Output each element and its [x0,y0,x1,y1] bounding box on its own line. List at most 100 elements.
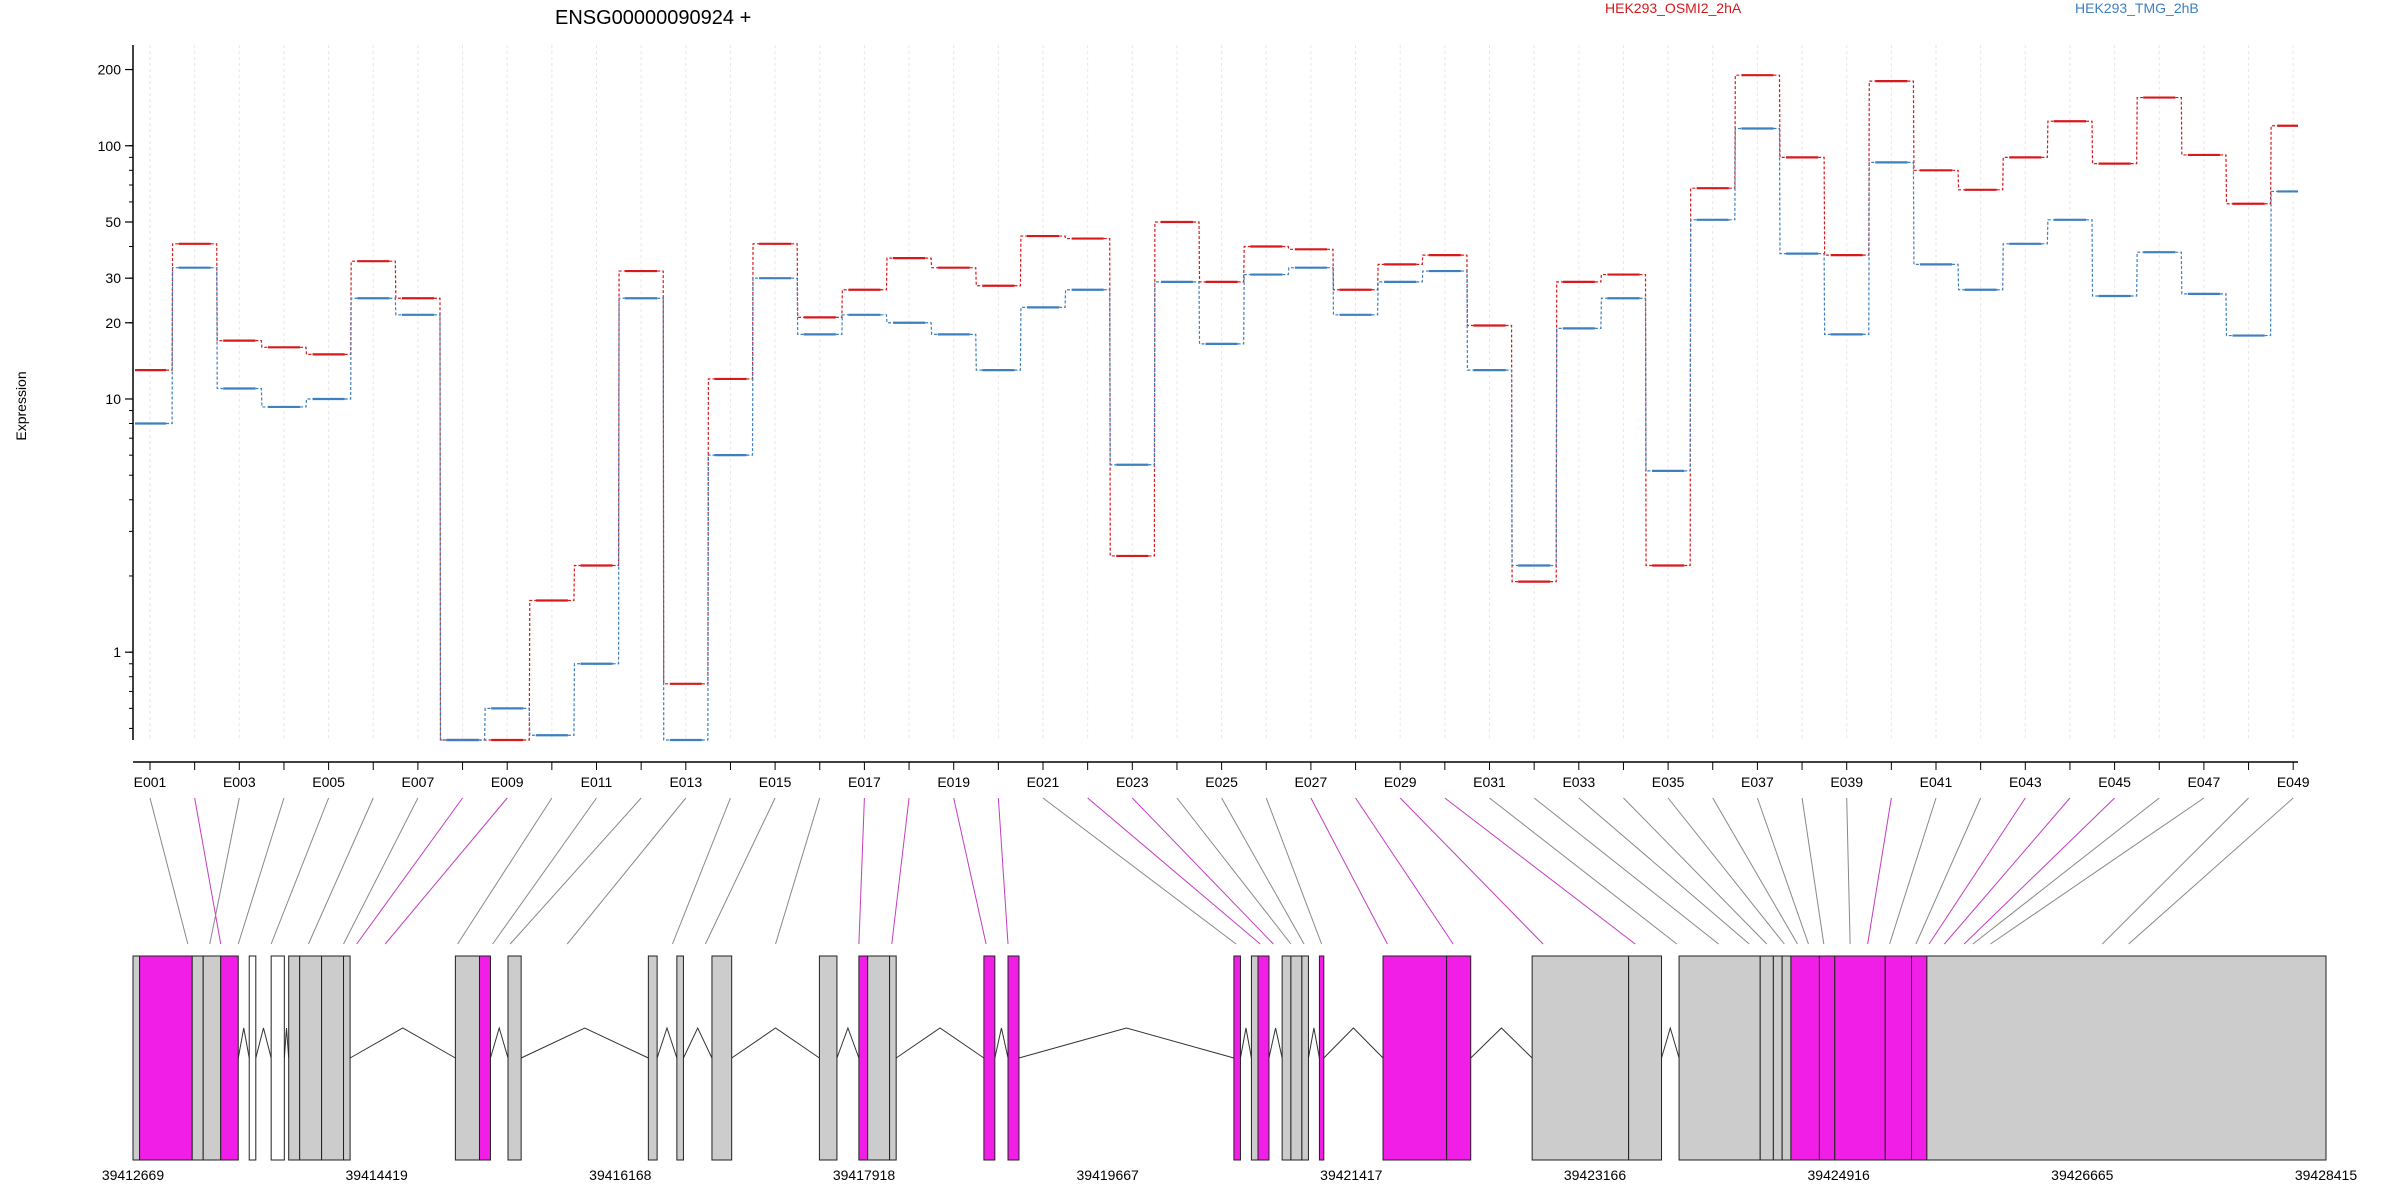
exon-block [867,955,891,1161]
intron [1268,1027,1283,1059]
exon-connector [1667,797,1785,945]
series-2-connector [701,454,715,741]
genomic-tick-label: 39421417 [1320,1167,1383,1183]
series-2-connector [1818,253,1831,335]
x-tick-label: E009 [491,774,524,790]
y-tick-label: 100 [98,138,122,154]
exon-connector [1578,797,1750,945]
exon-connector [209,797,240,945]
exon-connector [1310,797,1388,945]
series-2-connector [300,398,313,408]
intron [994,1027,1009,1059]
series-2-connector [880,314,893,324]
exon-block [288,955,301,1161]
series-2-connector [1148,281,1161,466]
exon-block [248,955,257,1161]
series-2-connector [1237,273,1251,345]
series-2-connector [2219,293,2233,337]
genomic-tick-label: 39416168 [589,1167,652,1183]
exon-block [132,955,141,1161]
x-tick-label: E015 [759,774,792,790]
y-tick-label: 200 [98,62,122,78]
intron [731,1027,820,1059]
series-1-connector [2130,96,2144,165]
x-tick-label: E025 [1205,774,1238,790]
exon-connector [2101,797,2249,945]
series-2-connector [2086,219,2099,297]
series-2-connector [1059,289,1072,308]
legend-series-2: HEK293_TMG_2hB [2075,0,2199,16]
x-tick-label: E011 [581,774,613,790]
series-1-connector [969,267,983,287]
exon-block [1007,955,1020,1161]
exon-connector [384,797,508,945]
series-2-connector [389,297,402,316]
series-2-connector [1193,281,1206,345]
exon-connector [1801,797,1825,945]
series-2-connector [657,297,670,741]
x-tick-label: E031 [1473,774,1506,790]
series-2-connector [478,707,492,741]
series-1-connector [2264,125,2278,205]
exon-block [1281,955,1292,1161]
x-tick-label: E047 [2188,774,2221,790]
exon-block [1531,955,1630,1161]
series-1-connector [2041,120,2054,158]
series-1-connector [567,564,581,602]
genomic-tick-label: 39423166 [1564,1167,1627,1183]
series-1-connector [2219,154,2233,205]
genomic-tick-label: 39417918 [833,1167,896,1183]
exon-connector [953,797,987,945]
series-2-connector [523,707,536,736]
series-1-connector [1728,74,1742,189]
exon-block [1818,955,1836,1161]
exon-block [889,955,897,1161]
exon-connector [1867,797,1892,945]
exon-block [478,955,491,1161]
exon-block [454,955,480,1161]
y-tick-label: 50 [105,214,121,230]
x-tick-label: E021 [1027,774,1060,790]
exon-connector [1355,797,1454,945]
series-1 [135,74,2298,742]
exon-connector [237,797,285,945]
exon-block [1382,955,1448,1161]
exon-connector [457,797,553,945]
x-tick-label: E023 [1116,774,1149,790]
series-1-connector [2175,96,2188,156]
series-2-connector [2175,251,2188,295]
exon-connector [1087,797,1261,945]
series-1-connector [210,243,224,342]
exon-block [1926,955,2327,1161]
exon-connector [307,797,374,945]
genomic-tick-label: 39428415 [2295,1167,2358,1183]
series-2-connector [1684,219,1697,472]
exon-connector [1399,797,1544,945]
y-tick-label: 1 [113,644,121,660]
exon-connector [1889,797,1937,945]
exon-connector [1444,797,1636,945]
exon-connector [775,797,821,945]
series-2-connector [791,277,804,335]
x-tick-label: E033 [1562,774,1595,790]
series-1-connector [1282,245,1295,250]
x-tick-label: E037 [1741,774,1774,790]
series-1-connector [2086,120,2099,165]
series-1-connector [523,599,536,741]
series-2-connector [925,322,938,335]
plot-area: 1 10 20 30 50 100 200 E001 E003 E005 E007 E009 E011 E… [98,45,2310,790]
series-1-connector [1505,324,1519,583]
x-tick-label: E013 [669,774,702,790]
exon-block [1250,955,1259,1161]
intron [656,1026,678,1059]
series-1-connector [791,243,804,318]
x-tick-label: E043 [2009,774,2042,790]
series-2-connector [1594,297,1608,329]
genomic-tick-label: 39419667 [1077,1167,1140,1183]
x-tick-label: E027 [1295,774,1328,790]
exon-connector [1963,797,2115,945]
series-2-connector [746,277,760,456]
series-1-connector [1103,237,1117,557]
exon-connector [1972,797,2160,945]
series-1-connector [1594,273,1608,283]
